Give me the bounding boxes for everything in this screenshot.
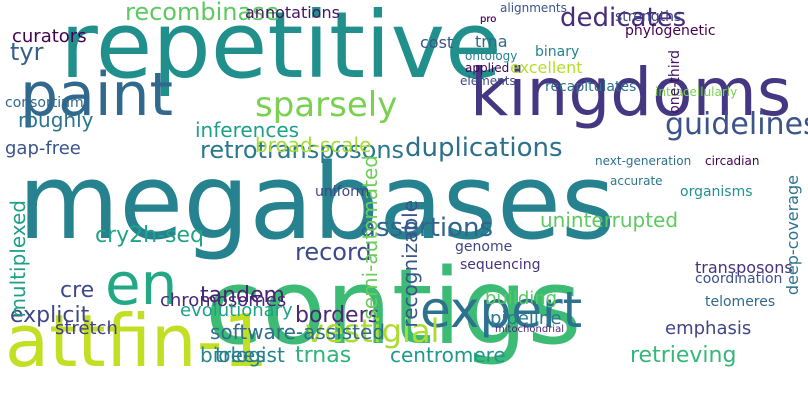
word-stretch: stretch: [55, 318, 118, 339]
word-dedicates: dedicates: [560, 3, 687, 33]
word-software-assisted: software-assisted: [210, 320, 386, 344]
word-strengths: strengths: [615, 9, 682, 25]
word-repetitive: repetitive: [60, 0, 502, 99]
word-curators: curators: [12, 26, 87, 47]
word-guidelines: guidelines: [665, 107, 808, 142]
word-coordination: coordination: [695, 271, 783, 287]
word-deep-coverage: deep-coverage: [783, 175, 802, 296]
word-trnas: trnas: [295, 343, 352, 368]
word-ontology: ontology: [465, 49, 518, 63]
word-binary: binary: [535, 44, 580, 60]
word-kingdoms: kingdoms: [470, 54, 792, 131]
word-chromosomes: chromosomes: [160, 290, 287, 311]
word-record: record: [295, 238, 372, 266]
word-pro: pro: [480, 14, 497, 25]
word-cost: cost: [420, 33, 454, 52]
word-mitochondrial: mitochondrial: [495, 324, 564, 335]
word-recognizable: recognizable: [398, 200, 422, 328]
word-pro: pro: [480, 14, 497, 25]
word-multiplexed: multiplexed: [6, 200, 30, 318]
word-tyr: tyr: [10, 38, 44, 66]
word-pipeline: pipeline: [490, 308, 562, 329]
word-sparsely: sparsely: [255, 85, 398, 125]
word-trna: trna: [475, 32, 508, 51]
word-circadian: circadian: [705, 154, 760, 168]
word-borders: borders: [295, 303, 380, 328]
word-duplications: duplications: [405, 133, 563, 163]
word-biologist: biologist: [200, 343, 285, 367]
word-intracellularly: intracellularly: [655, 85, 738, 99]
word-phylogenetic: phylogenetic: [625, 23, 716, 39]
word-sequencing: sequencing: [460, 257, 541, 273]
word-transposons: transposons: [695, 258, 793, 277]
word-contigs: contigs: [205, 246, 582, 368]
word-genome: genome: [455, 239, 513, 255]
word-attfin-1: attfin-1: [5, 299, 269, 383]
word-elements: elements: [460, 74, 516, 88]
word-assertions: assertions: [360, 213, 494, 243]
word-paint: paint: [20, 60, 174, 130]
word-inferences: inferences: [195, 118, 300, 142]
word-alignments: alignments: [500, 1, 567, 15]
word-emphasis: emphasis: [665, 318, 752, 339]
word-retrotransposons: retrotransposons: [200, 136, 405, 164]
word-semi-automated: semi-automated: [358, 155, 382, 320]
word-recapitulates: recapitulates: [545, 79, 637, 95]
word-explicit: explicit: [10, 303, 90, 328]
word-building: building: [485, 288, 558, 309]
word-gap-free: gap-free: [5, 138, 81, 159]
word-broad-scale: broad-scale: [255, 133, 372, 157]
word-excellent: excellent: [510, 58, 583, 77]
word-recombinase: recombinase: [125, 0, 280, 26]
word-uniform: uniform: [315, 184, 370, 200]
word-applied: applied: [465, 61, 510, 75]
word-retrieving: retrieving: [630, 343, 737, 368]
word-expert: expert: [420, 281, 583, 339]
word-megabases: megabases: [18, 141, 616, 263]
word-tandem: tandem: [200, 283, 285, 308]
word-uninterrupted: uninterrupted: [540, 208, 679, 232]
word-accurate: accurate: [610, 174, 663, 188]
word-one-third: one-third: [667, 50, 683, 114]
word-cry2h-seq: cry2h-seq: [95, 223, 205, 248]
word-en: en: [105, 250, 178, 318]
word-telomeres: telomeres: [705, 294, 776, 310]
word-annotations: annotations: [245, 3, 340, 22]
word-next-generation: next-generation: [595, 154, 692, 168]
word-evolutionary: evolutionary: [180, 300, 293, 321]
word-centromere: centromere: [390, 343, 506, 367]
word-trees: trees: [215, 343, 266, 367]
word-consortium: consortium: [5, 95, 84, 111]
word-vestigial: vestigial: [305, 312, 440, 350]
word-roughly: roughly: [18, 108, 94, 132]
word-cre: cre: [60, 278, 95, 303]
word-organisms: organisms: [680, 184, 753, 200]
